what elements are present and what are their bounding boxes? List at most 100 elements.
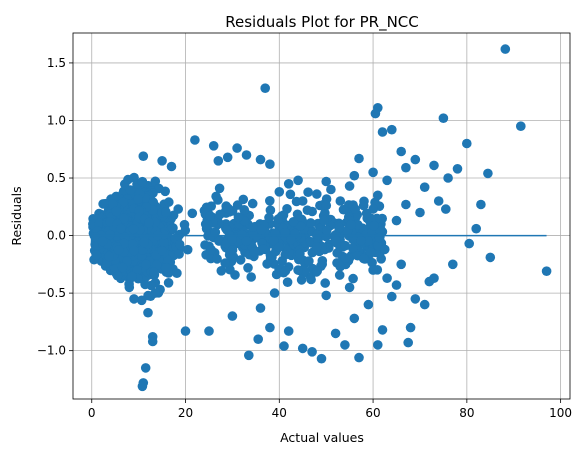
data-point: [313, 230, 323, 240]
data-point: [279, 341, 289, 351]
data-point: [214, 156, 224, 166]
data-point: [304, 256, 314, 266]
data-point: [172, 268, 182, 278]
data-point: [114, 245, 124, 255]
data-point: [429, 161, 439, 171]
data-point: [141, 260, 151, 270]
data-point: [164, 278, 174, 288]
data-point: [378, 325, 388, 335]
data-point: [232, 143, 242, 153]
data-point: [257, 225, 267, 235]
data-point: [373, 340, 383, 350]
data-point: [228, 311, 238, 321]
data-point: [406, 323, 416, 333]
data-point: [236, 255, 246, 265]
data-point: [190, 135, 200, 145]
data-point: [375, 233, 385, 243]
data-point: [148, 332, 158, 342]
data-point: [141, 363, 151, 373]
data-point: [183, 245, 193, 255]
data-point: [284, 326, 294, 336]
data-point: [420, 300, 430, 310]
data-point: [306, 218, 316, 228]
data-point: [223, 204, 233, 214]
y-tick-label: 0.5: [47, 171, 66, 185]
data-point: [369, 221, 379, 231]
data-point: [215, 210, 225, 220]
data-point: [501, 44, 511, 54]
data-point: [203, 220, 213, 230]
y-tick-label: 1.5: [47, 56, 66, 70]
data-point: [346, 220, 356, 230]
data-point: [415, 208, 425, 218]
data-point: [368, 168, 378, 178]
data-point: [157, 156, 167, 166]
y-tick-label: 0.0: [47, 229, 66, 243]
data-point: [317, 354, 327, 364]
data-point: [284, 179, 294, 189]
data-point: [256, 155, 266, 165]
data-point: [392, 280, 402, 290]
data-point: [157, 246, 167, 256]
data-point: [321, 177, 331, 187]
data-point: [228, 245, 238, 255]
data-point: [341, 241, 351, 251]
data-point: [298, 344, 308, 354]
data-point: [273, 214, 283, 224]
x-tick-label: 0: [88, 406, 96, 420]
data-point: [112, 207, 122, 217]
data-point: [242, 236, 252, 246]
y-axis-label: Residuals: [9, 186, 24, 245]
data-point: [161, 207, 171, 217]
data-point: [303, 205, 313, 215]
data-point: [345, 283, 355, 293]
data-point: [378, 127, 388, 137]
data-point: [129, 224, 139, 234]
data-point: [359, 201, 369, 211]
data-point: [396, 147, 406, 157]
data-point: [139, 238, 149, 248]
data-point: [401, 163, 411, 173]
y-tick-label: 1.0: [47, 113, 66, 127]
data-point: [322, 226, 332, 236]
data-point: [212, 254, 222, 264]
data-point: [420, 182, 430, 192]
y-tick-label: −1.0: [37, 344, 66, 358]
x-tick-label: 60: [365, 406, 380, 420]
data-point: [364, 300, 374, 310]
data-point: [175, 240, 185, 250]
y-tick-label: −0.5: [37, 286, 66, 300]
data-point: [244, 351, 254, 361]
data-point: [270, 288, 280, 298]
data-point: [339, 205, 349, 215]
data-point: [259, 244, 269, 254]
data-point: [348, 274, 358, 284]
data-point: [104, 252, 114, 262]
data-point: [181, 326, 191, 336]
data-point: [138, 177, 148, 187]
data-point: [246, 272, 256, 282]
data-point: [335, 270, 345, 280]
data-point: [354, 353, 364, 363]
data-point: [471, 224, 481, 234]
data-point: [382, 273, 392, 283]
data-point: [443, 173, 453, 183]
data-point: [264, 213, 274, 223]
data-point: [275, 242, 285, 252]
data-point: [312, 189, 322, 199]
data-point: [411, 294, 421, 304]
data-point: [453, 164, 463, 174]
data-point: [373, 191, 383, 201]
data-point: [411, 155, 421, 165]
data-point: [123, 175, 133, 185]
data-point: [462, 139, 472, 149]
data-point: [312, 266, 322, 276]
data-point: [319, 216, 329, 226]
x-tick-label: 100: [549, 406, 572, 420]
data-point: [167, 162, 177, 172]
data-point: [335, 223, 345, 233]
data-point: [439, 113, 449, 123]
data-point: [380, 245, 390, 255]
data-point: [387, 292, 397, 302]
data-point: [217, 266, 227, 276]
